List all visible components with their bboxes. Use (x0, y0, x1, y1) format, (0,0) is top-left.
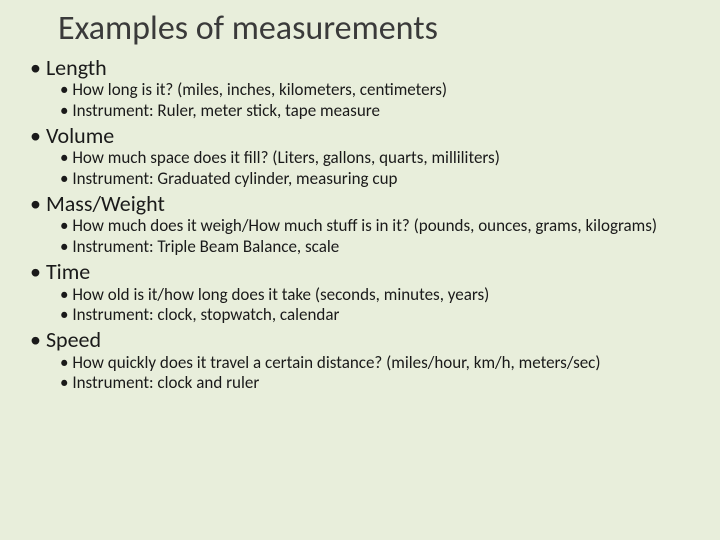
heading-time: Time (30, 259, 702, 284)
sub-item: Instrument: Triple Beam Balance, scale (60, 237, 702, 257)
sub-item: How quickly does it travel a certain dis… (60, 353, 702, 373)
sub-item: How much does it weigh/How much stuff is… (60, 216, 702, 236)
heading-mass-weight: Mass/Weight (30, 191, 702, 216)
section-speed: Speed How quickly does it travel a certa… (18, 327, 702, 393)
sub-item: Instrument: clock, stopwatch, calendar (60, 305, 702, 325)
slide-title: Examples of measurements (58, 8, 702, 49)
sub-item: How long is it? (miles, inches, kilomete… (60, 80, 702, 100)
heading-speed: Speed (30, 327, 702, 352)
section-volume: Volume How much space does it fill? (Lit… (18, 123, 702, 189)
heading-length: Length (30, 55, 702, 80)
section-time: Time How old is it/how long does it take… (18, 259, 702, 325)
sub-item: How much space does it fill? (Liters, ga… (60, 148, 702, 168)
sub-item: Instrument: Ruler, meter stick, tape mea… (60, 101, 702, 121)
section-length: Length How long is it? (miles, inches, k… (18, 55, 702, 121)
section-mass-weight: Mass/Weight How much does it weigh/How m… (18, 191, 702, 257)
sub-item: How old is it/how long does it take (sec… (60, 285, 702, 305)
heading-volume: Volume (30, 123, 702, 148)
sub-item: Instrument: clock and ruler (60, 373, 702, 393)
sub-item: Instrument: Graduated cylinder, measurin… (60, 169, 702, 189)
